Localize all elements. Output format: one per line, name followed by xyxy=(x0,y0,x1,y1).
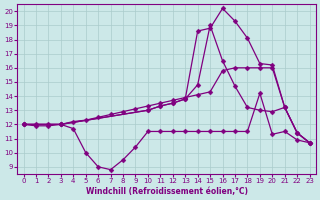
X-axis label: Windchill (Refroidissement éolien,°C): Windchill (Refroidissement éolien,°C) xyxy=(85,187,248,196)
